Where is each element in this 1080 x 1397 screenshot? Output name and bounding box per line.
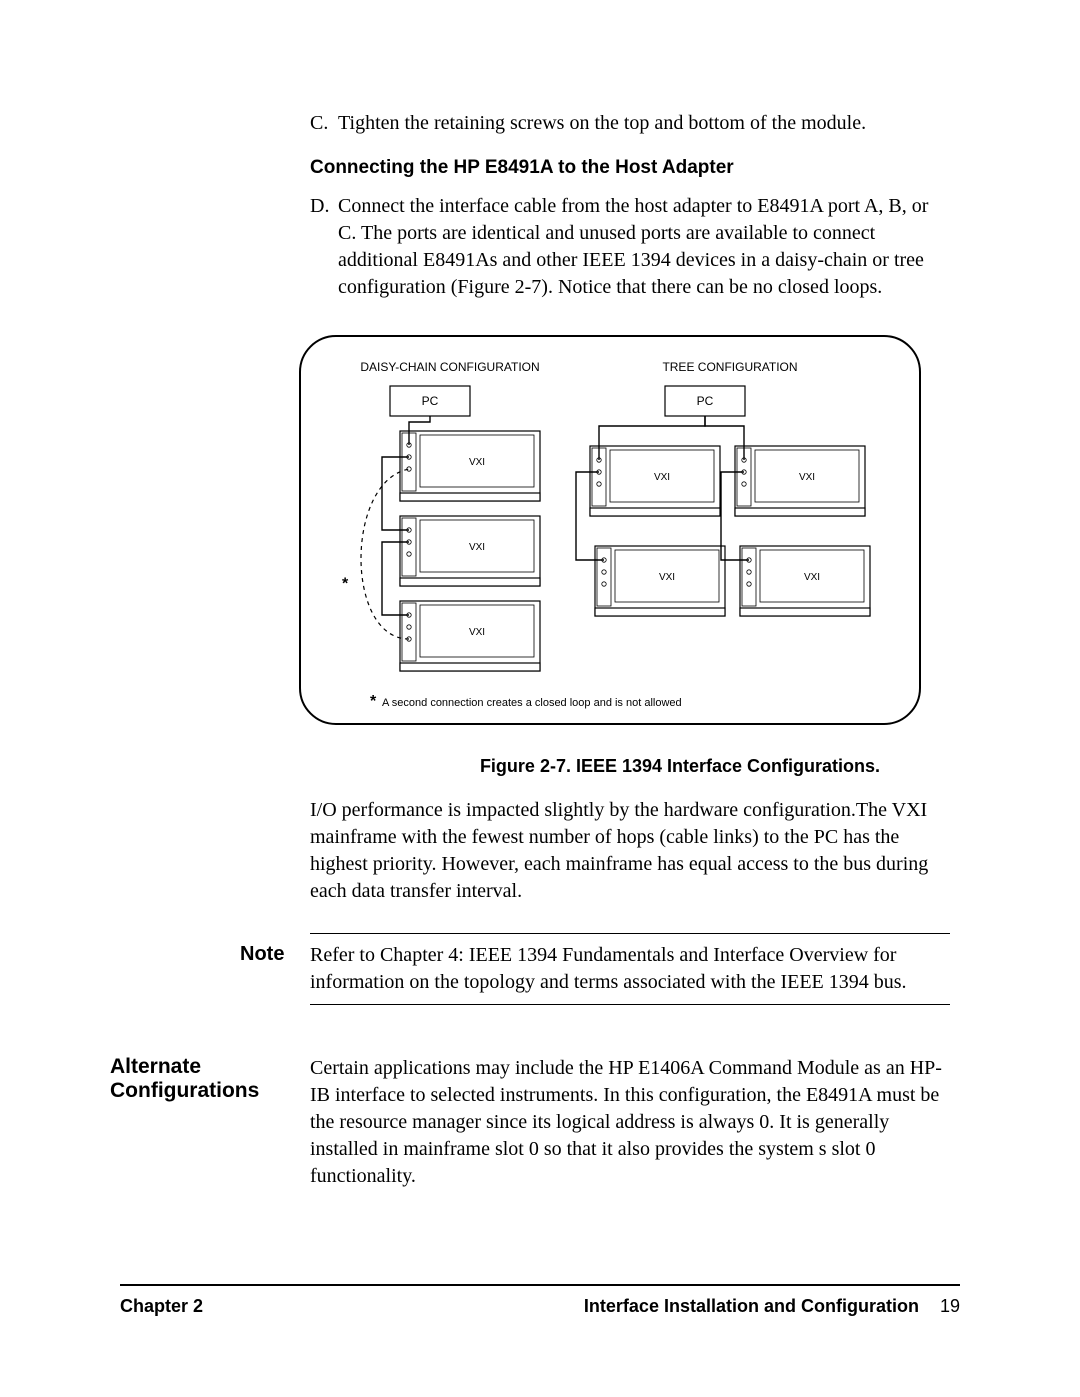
svg-text:A second connection creates a: A second connection creates a closed loo… — [382, 697, 682, 709]
figure-caption: Figure 2-7. IEEE 1394 Interface Configur… — [410, 756, 950, 777]
note-block: Note Refer to Chapter 4: IEEE 1394 Funda… — [240, 933, 950, 1005]
paragraph-alt-config: Certain applications may include the HP … — [310, 1055, 950, 1190]
note-text: Refer to Chapter 4: IEEE 1394 Fundamenta… — [310, 934, 950, 1004]
page-footer: Chapter 2 Interface Installation and Con… — [120, 1284, 960, 1317]
svg-text:*: * — [370, 693, 377, 710]
svg-text:TREE CONFIGURATION: TREE CONFIGURATION — [662, 360, 797, 374]
paragraph-io-performance: I/O performance is impacted slightly by … — [310, 797, 950, 905]
list-marker: C. — [310, 110, 338, 137]
svg-text:VXI: VXI — [469, 627, 485, 638]
footer-page-number: 19 — [940, 1296, 960, 1316]
svg-text:VXI: VXI — [799, 472, 815, 483]
section-heading-connecting: Connecting the HP E8491A to the Host Ada… — [310, 157, 950, 179]
svg-text:VXI: VXI — [469, 457, 485, 468]
list-text: Tighten the retaining screws on the top … — [338, 110, 866, 137]
footer-rule — [120, 1284, 960, 1286]
svg-text:VXI: VXI — [804, 572, 820, 583]
figure-2-7: DAISY-CHAIN CONFIGURATION TREE CONFIGURAT… — [280, 331, 950, 736]
svg-text:VXI: VXI — [659, 572, 675, 583]
list-marker: D. — [310, 193, 338, 301]
list-item-d: D. Connect the interface cable from the … — [310, 193, 950, 301]
svg-text:DAISY-CHAIN CONFIGURATION: DAISY-CHAIN CONFIGURATION — [360, 360, 539, 374]
note-rule-bottom — [310, 1004, 950, 1005]
list-text: Connect the interface cable from the hos… — [338, 193, 950, 301]
note-label: Note — [240, 933, 310, 1005]
list-item-c: C. Tighten the retaining screws on the t… — [310, 110, 950, 137]
footer-title-group: Interface Installation and Configuration… — [584, 1296, 960, 1317]
svg-text:VXI: VXI — [469, 542, 485, 553]
svg-text:VXI: VXI — [654, 472, 670, 483]
svg-text:PC: PC — [422, 394, 439, 408]
footer-title: Interface Installation and Configuration — [584, 1296, 919, 1316]
svg-text:PC: PC — [697, 394, 714, 408]
side-heading-alt-config: Alternate Configurations — [110, 1055, 310, 1190]
svg-text:*: * — [342, 576, 349, 593]
ieee1394-config-diagram: DAISY-CHAIN CONFIGURATION TREE CONFIGURAT… — [280, 331, 950, 731]
footer-chapter: Chapter 2 — [120, 1296, 203, 1317]
alternate-configurations-section: Alternate Configurations Certain applica… — [110, 1055, 950, 1190]
